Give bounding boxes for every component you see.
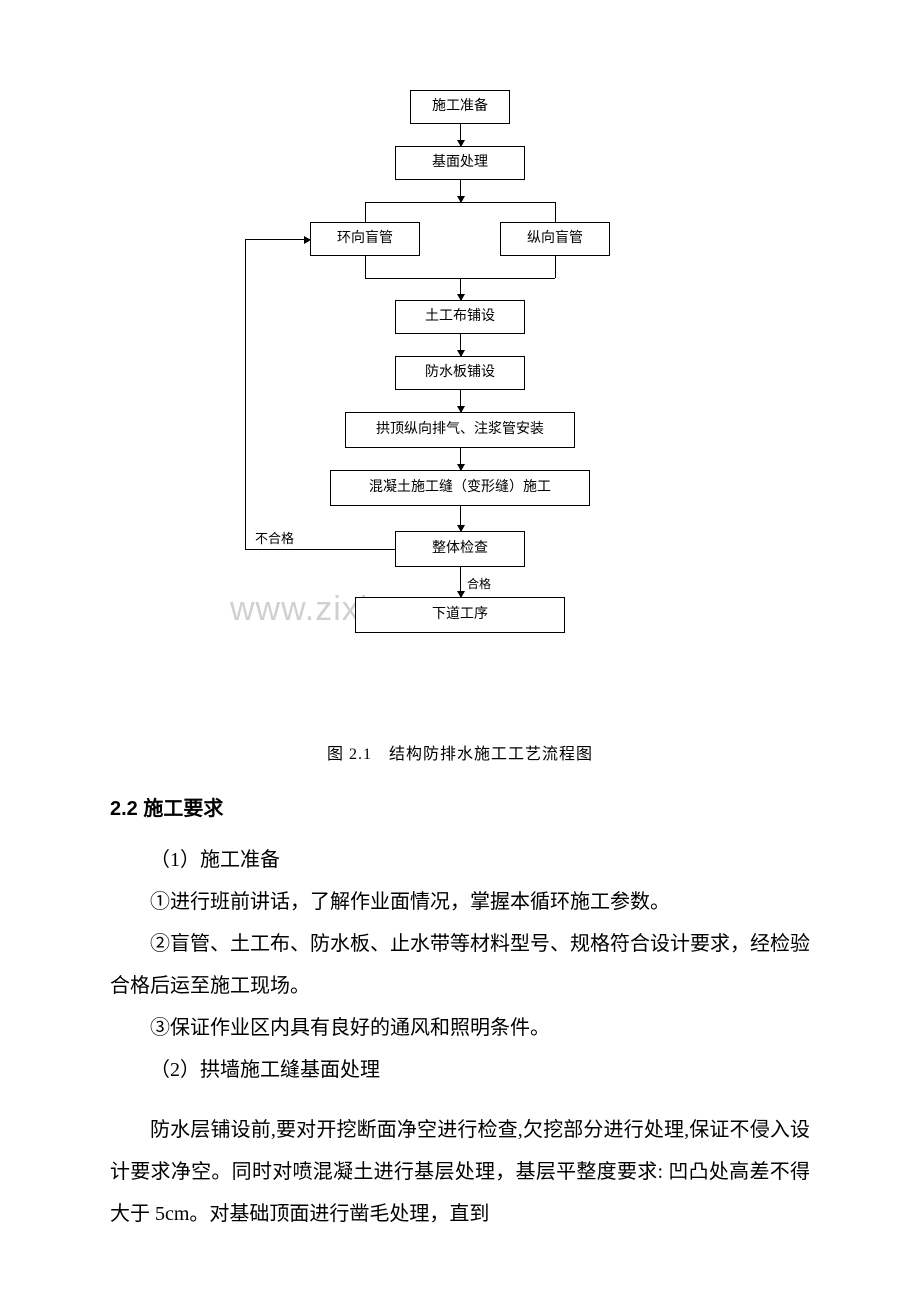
node-next-step: 下道工序 [355,597,565,633]
feedback-h2 [245,239,310,240]
label-pass: 合格 [467,575,491,592]
figure-caption: 图 2.1 结构防排水施工工艺流程图 [110,740,810,764]
heading-2-2: 2.2 施工要求 [110,792,810,821]
connector [555,256,556,278]
node-longitudinal-blind-pipe: 纵向盲管 [500,222,610,256]
flowchart: www.zixin.com.cn 施工准备 基面处理 环向盲管 纵向盲管 土工布… [245,90,675,710]
arrow [460,567,461,597]
para-6: 防水层铺设前,要对开挖断面净空进行检查,欠挖部分进行处理,保证不侵入设计要求净空… [110,1109,810,1235]
para-2: ①进行班前讲话，了解作业面情况，掌握本循环施工参数。 [110,881,810,923]
para-3: ②盲管、土工布、防水板、止水带等材料型号、规格符合设计要求，经检验合格后运至施工… [110,923,810,1007]
feedback-h1 [245,549,395,550]
node-vent-grout-pipe: 拱顶纵向排气、注浆管安装 [345,412,575,448]
connector [365,256,366,278]
arrow [460,180,461,202]
arrow [460,124,461,146]
node-waterproof-board: 防水板铺设 [395,356,525,390]
node-construction-joint: 混凝土施工缝（变形缝）施工 [330,470,590,506]
feedback-v [245,239,246,549]
para-1: （1）施工准备 [110,839,810,881]
node-base-treatment: 基面处理 [395,146,525,180]
node-prepare: 施工准备 [410,90,510,124]
node-overall-check: 整体检查 [395,531,525,567]
connector [555,202,556,222]
arrow [460,448,461,470]
para-4: ③保证作业区内具有良好的通风和照明条件。 [110,1007,810,1049]
connector [365,202,555,203]
label-fail: 不合格 [255,528,294,547]
arrow [460,278,461,300]
document-page: www.zixin.com.cn 施工准备 基面处理 环向盲管 纵向盲管 土工布… [0,0,920,1295]
para-5: （2）拱墙施工缝基面处理 [110,1049,810,1091]
arrow [460,334,461,356]
node-geotextile: 土工布铺设 [395,300,525,334]
arrow [460,506,461,531]
arrow [460,390,461,412]
node-circum-blind-pipe: 环向盲管 [310,222,420,256]
connector [365,202,366,222]
